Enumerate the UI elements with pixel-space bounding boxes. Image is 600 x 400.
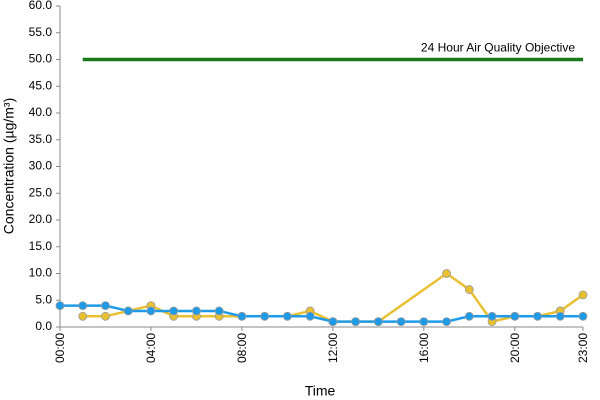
point <box>101 301 110 311</box>
point <box>146 306 156 316</box>
y-tick-label: 25.0 <box>29 185 53 199</box>
x-tick-label: 23:00 <box>576 333 590 363</box>
series-line <box>82 271 584 324</box>
y-tick-label: 30.0 <box>29 159 53 173</box>
y-tick-label: 50.0 <box>29 52 53 66</box>
x-tick-label: 16:00 <box>417 333 431 363</box>
point <box>464 311 474 321</box>
point <box>305 311 315 321</box>
y-tick-label: 10.0 <box>29 266 53 280</box>
point <box>533 311 542 321</box>
point <box>555 311 565 321</box>
y-tick-label: 20.0 <box>29 212 53 226</box>
point <box>78 301 88 311</box>
x-axis-title: Time <box>305 383 336 399</box>
x-tick-label: 00:00 <box>53 333 67 363</box>
x-tick-label: 20:00 <box>508 333 522 363</box>
point <box>169 306 179 316</box>
point <box>510 311 520 321</box>
annotation: 24 Hour Air Quality Objective <box>421 41 575 55</box>
point <box>282 311 292 321</box>
point <box>55 301 65 311</box>
point <box>328 317 338 327</box>
point <box>578 311 588 321</box>
y-tick-label: 5.0 <box>35 292 52 306</box>
point <box>419 317 429 327</box>
point <box>487 311 497 321</box>
point <box>442 269 451 278</box>
point <box>351 317 361 327</box>
point <box>396 317 406 327</box>
y-tick-label: 45.0 <box>29 78 53 92</box>
y-tick-label: 0.0 <box>35 319 52 333</box>
point <box>260 311 270 321</box>
point <box>123 306 133 316</box>
point <box>578 290 588 300</box>
y-axis-title: Concentration (µg/m³) <box>1 98 17 234</box>
point <box>101 311 110 321</box>
y-tick-label: 40.0 <box>29 105 53 119</box>
y-tick-label: 15.0 <box>29 239 53 253</box>
point <box>78 311 88 321</box>
x-tick-label: 08:00 <box>235 333 249 363</box>
point <box>373 317 383 327</box>
y-tick-label: 35.0 <box>29 132 53 146</box>
point <box>214 306 224 316</box>
y-tick-label: 55.0 <box>29 25 53 39</box>
point <box>237 311 247 321</box>
point <box>464 285 474 294</box>
point <box>442 317 451 327</box>
point <box>192 306 201 316</box>
x-tick-label: 04:00 <box>144 333 158 363</box>
y-tick-label: 60.0 <box>29 0 53 12</box>
x-tick-label: 12:00 <box>326 333 340 363</box>
